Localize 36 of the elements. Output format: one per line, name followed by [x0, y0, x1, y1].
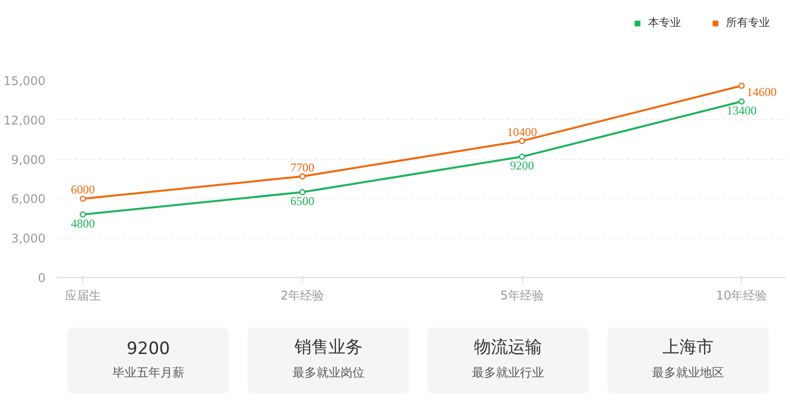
text: 最多就业地区 — [652, 366, 724, 380]
data-label: 13400 — [726, 104, 757, 118]
x-tick-label: 应届生 — [64, 288, 101, 302]
legend-label: 本专业 — [648, 15, 681, 30]
y-tick-label: 15,000 — [4, 74, 46, 88]
text: 物流运输 — [474, 338, 542, 358]
data-label: 4800 — [70, 216, 95, 230]
data-label: 6500 — [290, 194, 314, 208]
data-label: 10400 — [507, 124, 538, 139]
y-tick-label: 9,000 — [11, 152, 46, 167]
point — [518, 138, 526, 144]
y-tick-label: 0 — [38, 271, 46, 285]
point — [80, 211, 86, 218]
point — [738, 82, 745, 89]
y-tick-label: 6,000 — [11, 192, 46, 206]
data-label: 6000 — [70, 182, 95, 197]
y-tick-label: 3,000 — [11, 232, 46, 246]
text: 最多就业行业 — [472, 366, 544, 380]
point — [518, 154, 526, 160]
text: 毕业五年月薪 — [112, 366, 184, 380]
x-tick-label: 10年经验 — [716, 288, 768, 302]
data-label: 14600 — [746, 84, 777, 99]
text: 上海市 — [662, 338, 714, 358]
y-tick-label: 12,000 — [4, 113, 46, 128]
point — [80, 196, 86, 202]
data-label: 7700 — [290, 160, 314, 174]
point — [299, 189, 306, 196]
x-tick-label: 2年经验 — [280, 288, 324, 302]
text: 9200 — [126, 339, 170, 359]
legend-label: 所有专业 — [726, 15, 770, 30]
data-label: 9200 — [510, 158, 534, 173]
text: 最多就业岗位 — [292, 366, 364, 380]
point — [738, 98, 745, 105]
x-tick-label: 5年经验 — [500, 288, 544, 302]
text: 销售业务 — [293, 338, 362, 358]
point — [299, 173, 306, 180]
